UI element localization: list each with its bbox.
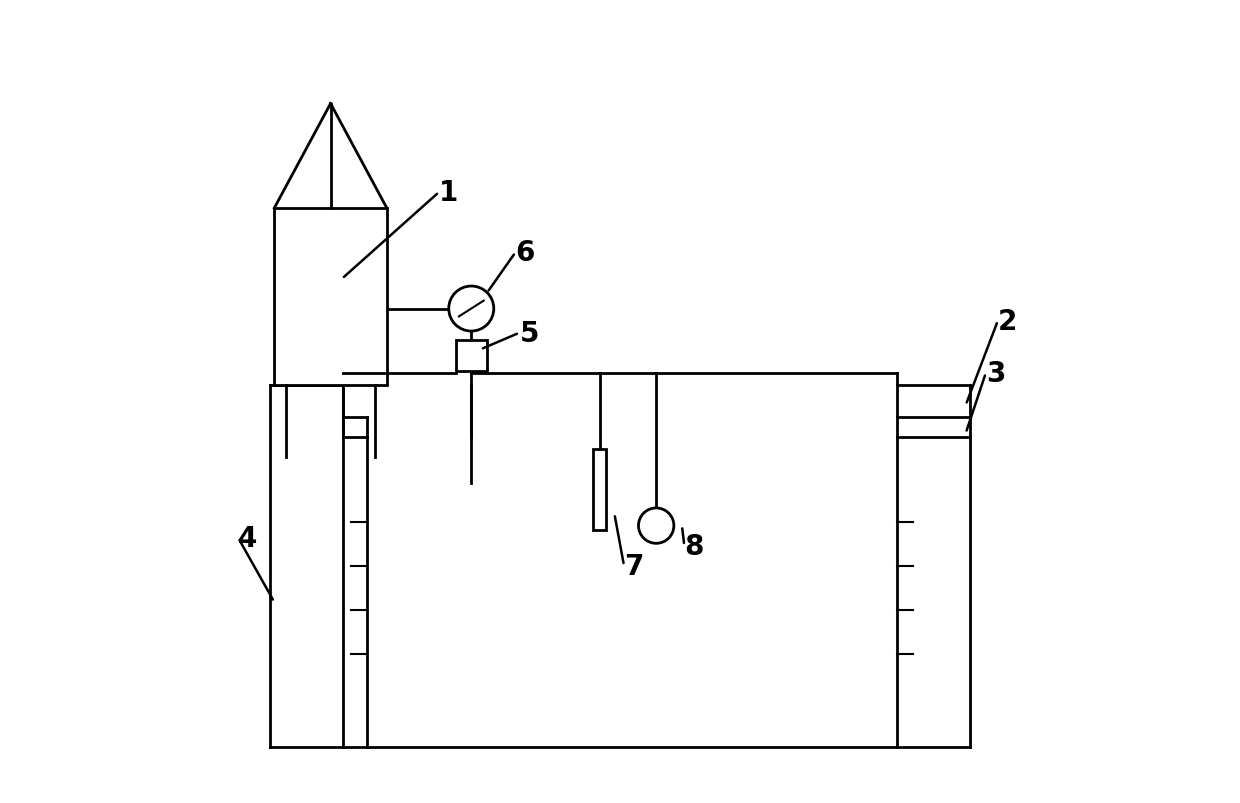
Bar — [274, 209, 387, 385]
Text: 4: 4 — [238, 524, 258, 552]
Bar — [456, 340, 486, 371]
Circle shape — [449, 287, 494, 332]
Text: 3: 3 — [986, 360, 1006, 387]
Text: 8: 8 — [684, 532, 703, 560]
Text: 1: 1 — [439, 179, 459, 206]
Text: 6: 6 — [516, 239, 534, 267]
Text: 5: 5 — [520, 320, 539, 347]
Text: 7: 7 — [624, 552, 644, 580]
Text: 2: 2 — [998, 308, 1017, 335]
Circle shape — [639, 508, 673, 544]
Bar — [594, 450, 606, 530]
